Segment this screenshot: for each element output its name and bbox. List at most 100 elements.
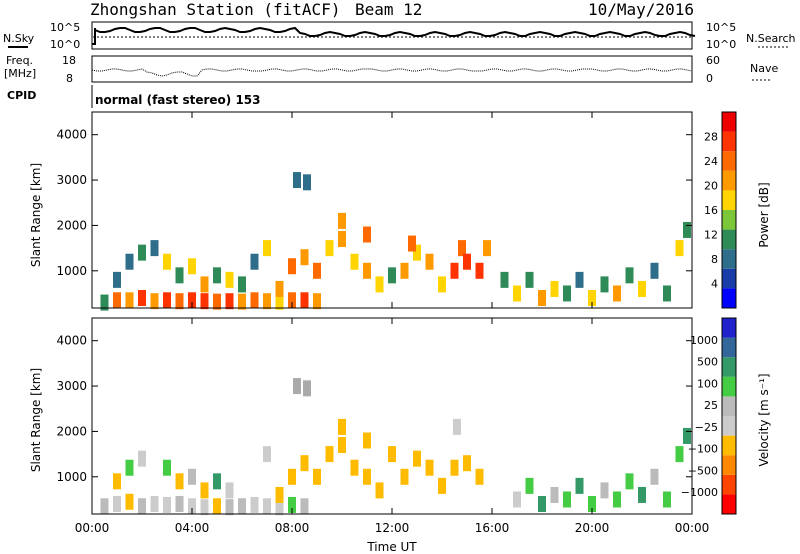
colorbar-tick-label: 1000 (690, 334, 718, 347)
heatmap-cell (625, 267, 634, 284)
heatmap-cell (500, 271, 509, 288)
beam-label: Beam 12 (355, 0, 422, 19)
heatmap-cell (338, 212, 346, 229)
heatmap-cell (363, 432, 371, 449)
heatmap-cell (125, 292, 134, 309)
nsky-panel-frame (91, 21, 693, 50)
heatmap-cell (163, 253, 171, 270)
colorbar-frame (721, 317, 737, 515)
heatmap-cell (263, 498, 271, 515)
heatmap-cell (288, 496, 296, 513)
colorbar-tick-label: −500 (688, 464, 718, 477)
heatmap-cell (300, 455, 309, 472)
heatmap-cell (175, 473, 184, 490)
freq-unit-label: [MHz] (4, 67, 36, 80)
nave-tick-low: 0 (706, 72, 713, 85)
colorbar-swatch (722, 170, 736, 191)
nsky-tick-low-right: 10^0 (706, 38, 736, 51)
heatmap-cell (338, 231, 346, 248)
heatmap-cell (463, 455, 471, 472)
velocity-yticks: 1000 2000 3000 4000 (56, 334, 692, 484)
colorbar-tick-label: 25 (704, 399, 718, 412)
heatmap-cell (458, 240, 466, 257)
cpid-text: normal (fast stereo) 153 (95, 93, 261, 107)
freq-tick-low: 8 (66, 72, 73, 85)
colorbar-swatch (722, 268, 736, 289)
heatmap-cell (575, 477, 584, 494)
heatmap-cell (100, 498, 109, 515)
nsky-label: N.Sky (3, 32, 35, 45)
colorbar-swatch (722, 249, 736, 269)
heatmap-cell (613, 285, 621, 302)
heatmap-cell (300, 292, 309, 309)
heatmap-cell (475, 468, 484, 485)
colorbar-tick-label: 8 (711, 253, 718, 266)
nsky-tick-high: 10^5 (50, 21, 80, 34)
freq-tick-high: 18 (62, 54, 76, 67)
heatmap-cell (238, 276, 246, 293)
heatmap-cell (250, 253, 259, 270)
heatmap-cell (200, 499, 209, 516)
colorbar-tick-label: 20 (704, 180, 718, 193)
heatmap-cell (650, 262, 659, 279)
heatmap-cell (225, 271, 234, 288)
heatmap-cell (483, 240, 491, 257)
heatmap-cell (113, 496, 121, 513)
heatmap-cell (400, 468, 409, 485)
colorbar-swatch (722, 210, 736, 230)
power-colorbar-label: Power [dB] (757, 182, 771, 247)
heatmap-cell (350, 253, 359, 270)
heatmap-cell (213, 293, 221, 310)
colorbar-tick-label: −100 (688, 443, 718, 456)
colorbar-swatch (722, 190, 736, 210)
heatmap-cell (188, 468, 196, 485)
freq-series (91, 68, 693, 77)
xtick-label: 08:00 (275, 521, 310, 535)
date-label: 10/May/2016 (588, 0, 694, 19)
freq-label: Freq. (6, 54, 33, 67)
heatmap-cell (513, 491, 521, 508)
ytick-label: 4000 (56, 128, 87, 142)
heatmap-cell (338, 437, 346, 454)
xtick-label: 04:00 (175, 521, 210, 535)
colorbar-swatch (722, 318, 736, 338)
xtick-label: 00:00 (675, 521, 710, 535)
heatmap-cell (588, 290, 596, 307)
heatmap-cell (413, 450, 421, 467)
heatmap-cell (625, 473, 634, 490)
heatmap-cell (293, 378, 301, 395)
power-heatmap (100, 172, 691, 311)
heatmap-cell (113, 473, 121, 490)
heatmap-cell (313, 468, 321, 485)
nsearch-label: N.Search (746, 32, 796, 45)
colorbar-swatch (722, 112, 736, 132)
colorbar-swatch (722, 435, 736, 456)
heatmap-cell (300, 249, 309, 266)
heatmap-cell (275, 280, 284, 297)
heatmap-cell (683, 221, 691, 238)
colorbar-tick-label: 16 (704, 204, 718, 217)
heatmap-cell (238, 293, 246, 310)
heatmap-cell (175, 293, 184, 310)
heatmap-cell (683, 427, 691, 444)
heatmap-cell (350, 459, 359, 476)
heatmap-cell (303, 380, 311, 397)
heatmap-cell (150, 240, 159, 257)
heatmap-cell (313, 293, 321, 310)
colorbar-swatch (722, 131, 736, 152)
heatmap-cell (563, 491, 571, 508)
heatmap-cell (325, 240, 334, 257)
heatmap-cell (313, 262, 321, 279)
colorbar-tick-label: −1000 (681, 486, 718, 499)
heatmap-cell (513, 285, 521, 302)
heatmap-cell (150, 496, 159, 513)
velocity-colorbar-label: Velocity [m s⁻¹] (757, 373, 771, 466)
heatmap-cell (275, 486, 284, 503)
heatmap-cell (525, 271, 534, 288)
heatmap-cell (675, 240, 684, 257)
heatmap-cell (413, 244, 421, 261)
heatmap-cell (303, 174, 311, 191)
heatmap-cell (363, 262, 371, 279)
heatmap-cell (388, 446, 396, 463)
colorbar-tick-label: 12 (704, 229, 718, 242)
